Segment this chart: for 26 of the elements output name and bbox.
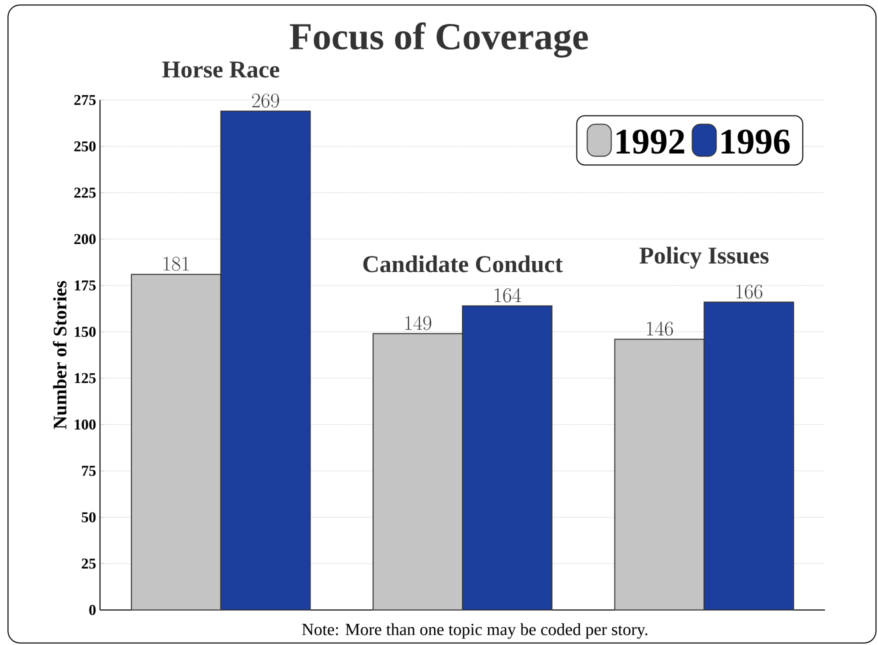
y-tick-label: 125 <box>74 373 96 384</box>
data-label: 166 <box>736 284 762 299</box>
y-tick-label: 75 <box>82 466 96 476</box>
data-label: 149 <box>405 316 432 330</box>
data-label: 181 <box>164 256 189 271</box>
x-tick-label: Horse Race <box>162 62 280 78</box>
x-tick-label: Policy Issues <box>640 246 769 269</box>
legend-label: 1992 <box>616 130 684 154</box>
y-tick-label: 0 <box>89 604 96 616</box>
y-axis-title: Number of Stories <box>52 281 67 430</box>
data-label: 269 <box>252 94 279 108</box>
y-tick-label: 250 <box>74 141 96 152</box>
data-label: 164 <box>494 288 522 302</box>
y-tick-label: 100 <box>74 419 96 430</box>
legend-label: 1996 <box>722 130 790 154</box>
x-tick-label: Candidate Conduct <box>363 255 563 272</box>
chart-title: Focus of Coverage <box>290 22 588 58</box>
y-tick-label: 50 <box>82 512 96 522</box>
y-tick-label: 150 <box>74 326 96 337</box>
y-tick-label: 25 <box>82 558 96 569</box>
text: Note: More than one topic may be coded per story. <box>302 623 648 639</box>
data-label: 146 <box>646 322 673 336</box>
y-tick-label: 175 <box>74 280 96 290</box>
y-tick-label: 200 <box>74 234 96 244</box>
y-tick-label: 225 <box>74 188 96 198</box>
y-tick-label: 275 <box>74 94 96 106</box>
